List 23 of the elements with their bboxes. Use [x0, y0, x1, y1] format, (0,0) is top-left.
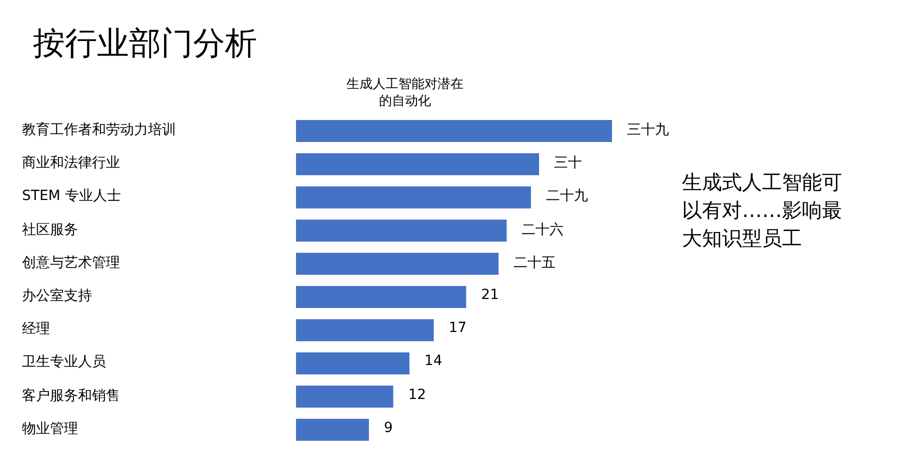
chart-subtitle: 生成人工智能对潜在的自动化	[346, 76, 464, 110]
y-tick-label: STEM 专业人士	[22, 187, 121, 206]
y-tick-label: 社区服务	[22, 220, 78, 239]
y-tick-label: 创意与艺术管理	[22, 254, 120, 272]
y-tick-label: 客户服务和销售	[22, 386, 120, 405]
data-label: 二十九	[546, 187, 588, 206]
chart-title: 按行业部门分析	[33, 23, 257, 64]
data-label: 17	[448, 320, 467, 336]
data-label: 12	[408, 386, 426, 403]
data-label: 14	[424, 353, 442, 370]
y-tick-label: 物业管理	[22, 420, 78, 438]
data-label: 二十五	[514, 254, 556, 272]
y-tick-label: 卫生专业人员	[22, 353, 106, 372]
data-label: 21	[481, 287, 499, 303]
data-label: 9	[384, 420, 393, 436]
y-tick-label: 商业和法律行业	[22, 154, 120, 172]
y-tick-label: 教育工作者和劳动力培训	[22, 121, 176, 139]
y-tick-label: 办公室支持	[22, 287, 92, 305]
data-label: 三十九	[627, 121, 669, 139]
y-tick-label: 经理	[22, 320, 50, 338]
data-label: 二十六	[522, 220, 564, 239]
text: 生成式人工智能可以有对……影响最大知识型员工	[682, 169, 842, 252]
data-label: 三十	[554, 154, 582, 172]
